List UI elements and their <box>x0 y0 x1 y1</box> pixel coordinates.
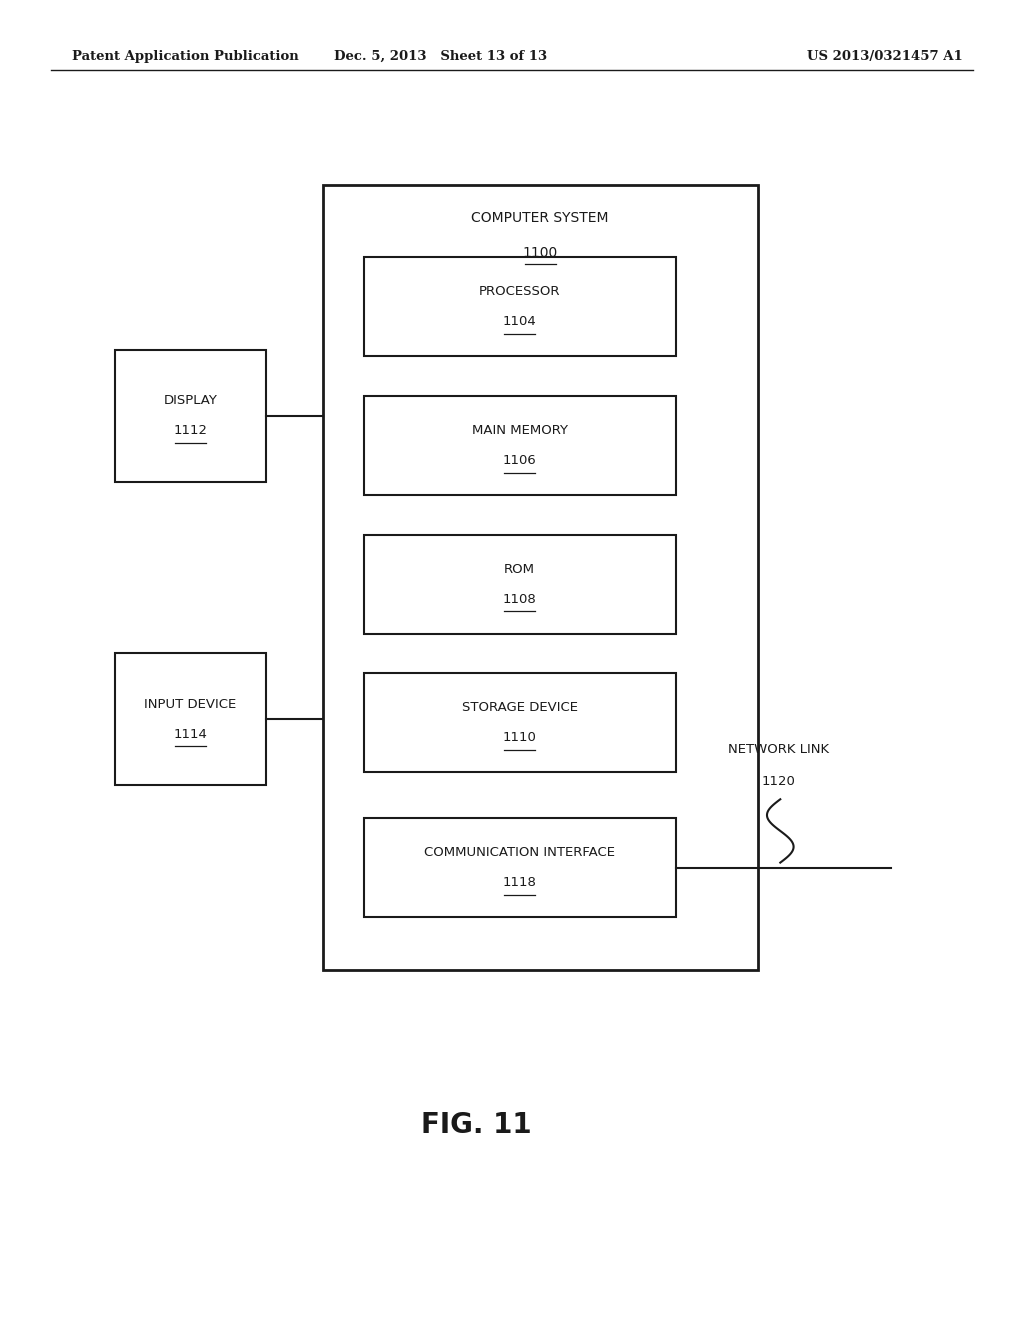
Text: 1108: 1108 <box>503 593 537 606</box>
Bar <box>364 673 676 772</box>
Text: 1110: 1110 <box>503 731 537 744</box>
Text: PROCESSOR: PROCESSOR <box>479 285 560 298</box>
Text: INPUT DEVICE: INPUT DEVICE <box>144 698 237 710</box>
Text: MAIN MEMORY: MAIN MEMORY <box>472 424 567 437</box>
Text: COMPUTER SYSTEM: COMPUTER SYSTEM <box>471 211 609 226</box>
Text: STORAGE DEVICE: STORAGE DEVICE <box>462 701 578 714</box>
Text: US 2013/0321457 A1: US 2013/0321457 A1 <box>807 50 963 63</box>
Bar <box>115 350 266 482</box>
Text: Patent Application Publication: Patent Application Publication <box>72 50 298 63</box>
Text: FIG. 11: FIG. 11 <box>421 1110 531 1139</box>
Text: COMMUNICATION INTERFACE: COMMUNICATION INTERFACE <box>424 846 615 859</box>
Bar <box>364 818 676 917</box>
Bar <box>364 535 676 634</box>
Text: Dec. 5, 2013   Sheet 13 of 13: Dec. 5, 2013 Sheet 13 of 13 <box>334 50 547 63</box>
Bar <box>364 257 676 356</box>
Text: 1106: 1106 <box>503 454 537 467</box>
Text: ROM: ROM <box>504 562 536 576</box>
Text: 1100: 1100 <box>522 246 558 260</box>
Bar <box>364 396 676 495</box>
Text: 1118: 1118 <box>503 876 537 890</box>
Bar <box>323 185 758 970</box>
Text: NETWORK LINK: NETWORK LINK <box>728 743 828 756</box>
Text: 1104: 1104 <box>503 315 537 329</box>
Text: 1112: 1112 <box>173 424 208 437</box>
Text: 1120: 1120 <box>761 775 796 788</box>
Bar <box>115 653 266 785</box>
Text: DISPLAY: DISPLAY <box>164 395 217 407</box>
Text: 1114: 1114 <box>173 729 208 741</box>
